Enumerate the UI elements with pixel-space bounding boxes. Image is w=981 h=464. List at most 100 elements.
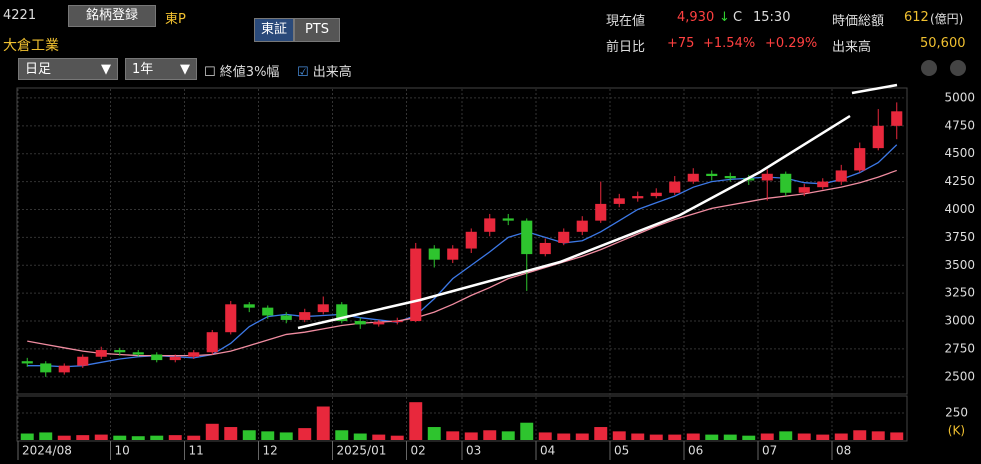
candle-body xyxy=(465,231,477,249)
candle-body xyxy=(817,181,829,188)
candle-body xyxy=(761,173,773,181)
volume-bar xyxy=(575,433,589,440)
market: 東P xyxy=(165,12,186,27)
y-tick-label: 2750 xyxy=(944,341,975,355)
change-pct: +1.54% xyxy=(703,36,756,51)
y-tick-label: 3250 xyxy=(944,286,975,300)
settings-icon[interactable] xyxy=(950,60,966,76)
label: 前日比 xyxy=(606,40,646,55)
moving-average xyxy=(27,169,897,357)
volume-bar xyxy=(797,433,811,440)
candle-body xyxy=(521,220,533,255)
volume-bar xyxy=(335,430,349,440)
candle-body xyxy=(132,352,144,355)
candle-body xyxy=(669,181,681,193)
x-tick-label: 02 xyxy=(411,444,426,458)
volume-bar xyxy=(372,434,386,440)
candle-body xyxy=(724,176,736,179)
volume-bar xyxy=(779,431,793,440)
candle-body xyxy=(595,203,607,221)
volume-bar xyxy=(501,431,515,440)
y-tick-label: 4750 xyxy=(944,118,975,132)
volume-bar xyxy=(427,427,441,440)
zoom-icon[interactable] xyxy=(921,60,937,76)
candle-body xyxy=(687,173,699,182)
volume-bar xyxy=(446,431,460,440)
volume-bar xyxy=(390,435,404,440)
register-button[interactable]: 銘柄登録 xyxy=(68,5,156,27)
volume-bar xyxy=(668,434,682,440)
volume-bar xyxy=(316,406,330,440)
candle-body xyxy=(410,248,422,322)
checkbox[interactable]: ☐ 終値3%幅 xyxy=(204,65,280,80)
tab[interactable]: 東証 xyxy=(254,18,294,42)
volume-bar xyxy=(464,432,478,440)
change: +75 xyxy=(667,36,695,51)
volume-bar xyxy=(205,423,219,440)
candle-body xyxy=(854,148,866,171)
volume-bar xyxy=(834,433,848,440)
candle-body xyxy=(613,198,625,204)
candle-body xyxy=(891,111,903,126)
y-tick-label: 3500 xyxy=(944,258,975,272)
candle-body xyxy=(317,304,329,313)
candle-body xyxy=(95,350,107,357)
x-tick-label: 12 xyxy=(263,444,278,458)
volume-bar xyxy=(187,435,201,440)
candle-body xyxy=(373,322,385,325)
volume-bar xyxy=(39,432,53,440)
period-select[interactable]: 日足 ▼ xyxy=(18,58,118,80)
candle-body xyxy=(558,231,570,243)
unit-label: (K) xyxy=(948,424,965,438)
volume-bar xyxy=(131,436,145,440)
checkbox[interactable]: ☑ 出来高 xyxy=(297,65,352,80)
candle-body xyxy=(539,242,551,255)
candle-body xyxy=(262,307,274,316)
x-tick-label: 03 xyxy=(466,444,481,458)
checkbox-label: 終値3%幅 xyxy=(219,65,280,80)
trend-line xyxy=(851,83,898,95)
candle-body xyxy=(502,218,514,221)
volume-bar xyxy=(557,433,571,440)
volume-bar xyxy=(723,434,737,440)
volume-bar xyxy=(242,430,256,440)
candle-body xyxy=(21,361,33,364)
label: 時価総額 xyxy=(832,14,885,29)
candle-body xyxy=(206,332,218,353)
volume-bar xyxy=(57,435,71,440)
volume-bar xyxy=(279,432,293,440)
x-tick-label: 06 xyxy=(688,444,703,458)
candle-body xyxy=(780,173,792,193)
candle-body xyxy=(336,304,348,322)
candle-body xyxy=(243,304,255,308)
cap: 612 xyxy=(904,10,929,25)
volume-bar xyxy=(113,435,127,440)
volume-bar xyxy=(224,427,238,440)
candle-body xyxy=(650,192,662,197)
volume-bar xyxy=(612,431,626,440)
unit: (億円) xyxy=(930,12,964,26)
flag: C xyxy=(733,10,743,25)
volume-bar xyxy=(890,432,904,440)
candle-body xyxy=(114,350,126,353)
select-text: 1年 xyxy=(132,62,154,77)
y-tick-label: 5000 xyxy=(944,90,975,104)
range-select[interactable]: 1年 ▼ xyxy=(125,58,197,80)
x-tick-label: 10 xyxy=(115,444,130,458)
volume-bar xyxy=(483,430,497,440)
volume-bar xyxy=(631,433,645,440)
volume-bar xyxy=(76,435,90,440)
volume-bar xyxy=(760,433,774,440)
volume-bar xyxy=(168,435,182,440)
label: 現在値 xyxy=(606,14,646,29)
candle-body xyxy=(354,321,366,325)
x-tick-label: 11 xyxy=(189,444,204,458)
volume-bar xyxy=(94,434,108,440)
stock-name: 大倉工業 xyxy=(3,38,59,54)
y-tick-label: 4500 xyxy=(944,146,975,160)
candle-body xyxy=(391,321,403,323)
candle-body xyxy=(835,170,847,182)
tab[interactable]: PTS xyxy=(294,18,340,42)
